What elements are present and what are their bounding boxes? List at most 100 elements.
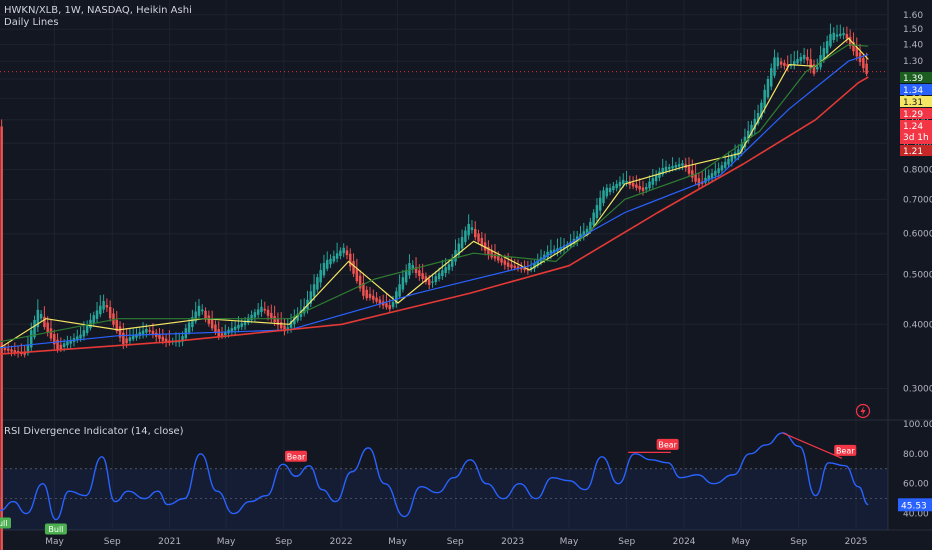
candle-body [493,254,497,259]
candle-body [302,306,306,314]
candle-body [102,301,105,310]
ma-line-red [0,76,869,355]
lightning-icon[interactable] [855,403,871,419]
candle-body [421,273,424,279]
candle-body [115,319,119,332]
candle-body [595,205,599,218]
candle-body [335,253,339,259]
candle-body [687,166,691,174]
candle-body [250,314,253,321]
candle-body [497,256,500,261]
x-tick-label: May [388,537,407,547]
candle-body [631,183,635,187]
candle-body [414,267,418,274]
price-badge: 1.34 [900,84,932,96]
candle-body [204,310,207,320]
candle-body [125,338,128,344]
candle-body [589,221,592,231]
price-tick-label: 0.6000 [903,230,932,240]
indicator-subtitle: Daily Lines [4,17,59,28]
candle-body [434,276,438,282]
candle-body [398,284,401,297]
svg-text:45.53: 45.53 [901,501,927,511]
x-tick-label: 2021 [158,537,181,547]
candle-body [99,305,102,315]
candle-body [332,256,336,262]
candle-body [862,57,865,69]
candle-body [717,168,720,174]
candle-body [427,279,431,285]
candle-body [319,270,322,283]
candle-body [352,261,355,274]
candle-body [43,316,46,328]
candle-body [161,336,165,341]
x-tick-label: May [45,537,64,547]
candle-body [674,165,678,168]
candle-body [473,229,477,238]
candle-body [312,284,316,297]
candle-body [615,183,618,189]
svg-text:1.29: 1.29 [903,110,923,120]
candle-body [322,263,326,276]
price-tick-label: 1.40 [903,41,923,51]
candle-body [562,245,566,249]
divergence-label-text: Bear [836,446,855,455]
candle-body [29,330,33,348]
candle-body [283,325,286,332]
candle-body [329,258,332,265]
candle-body [812,64,816,74]
candle-body [506,262,510,267]
candle-body [388,305,391,310]
svg-text:1.24: 1.24 [903,122,923,132]
price-tick-label: 1.60 [903,11,923,21]
candle-body [598,197,602,211]
rsi-value-badge: 45.53 [898,498,932,512]
candle-body [194,311,197,322]
candle-body [809,59,812,69]
candle-body [635,184,638,188]
candle-body [53,334,56,345]
candle-body [480,237,484,247]
candle-body [664,166,668,172]
candle-body [802,54,806,60]
candle-body [694,174,697,182]
candle-body [786,64,789,68]
candle-body [82,330,86,337]
candle-body [806,56,809,61]
price-badge: 1.39 [900,72,932,84]
x-tick-label: 2024 [673,537,696,547]
candle-body [26,344,30,354]
candle-body [740,143,743,152]
x-tick-label: Sep [447,537,464,547]
price-tick-label: 1.50 [903,25,923,35]
candle-body [746,130,750,142]
candle-body [460,237,464,249]
candle-body [579,233,582,239]
candle-body [418,270,421,277]
candle-body [720,165,724,171]
candle-body [618,181,622,187]
candle-body [46,322,49,333]
candle-body [256,309,260,315]
candle-body [138,332,142,336]
candle-body [3,347,7,351]
candle-body [247,317,250,323]
x-tick-label: 2023 [501,537,524,547]
candle-body [197,305,201,316]
candle-body [79,334,82,339]
candle-body [625,180,628,183]
candle-body [645,186,648,190]
x-tick-label: Sep [104,537,121,547]
svg-text:1.31: 1.31 [903,98,923,108]
candle-body [391,301,395,308]
candle-body [6,348,10,351]
candle-body [641,187,645,191]
bull-label: Bull [0,517,11,529]
candle-body [56,339,59,350]
candle-body [661,167,664,175]
candle-body [217,329,220,338]
candle-body [707,175,711,181]
ma-line-blue [0,53,869,349]
